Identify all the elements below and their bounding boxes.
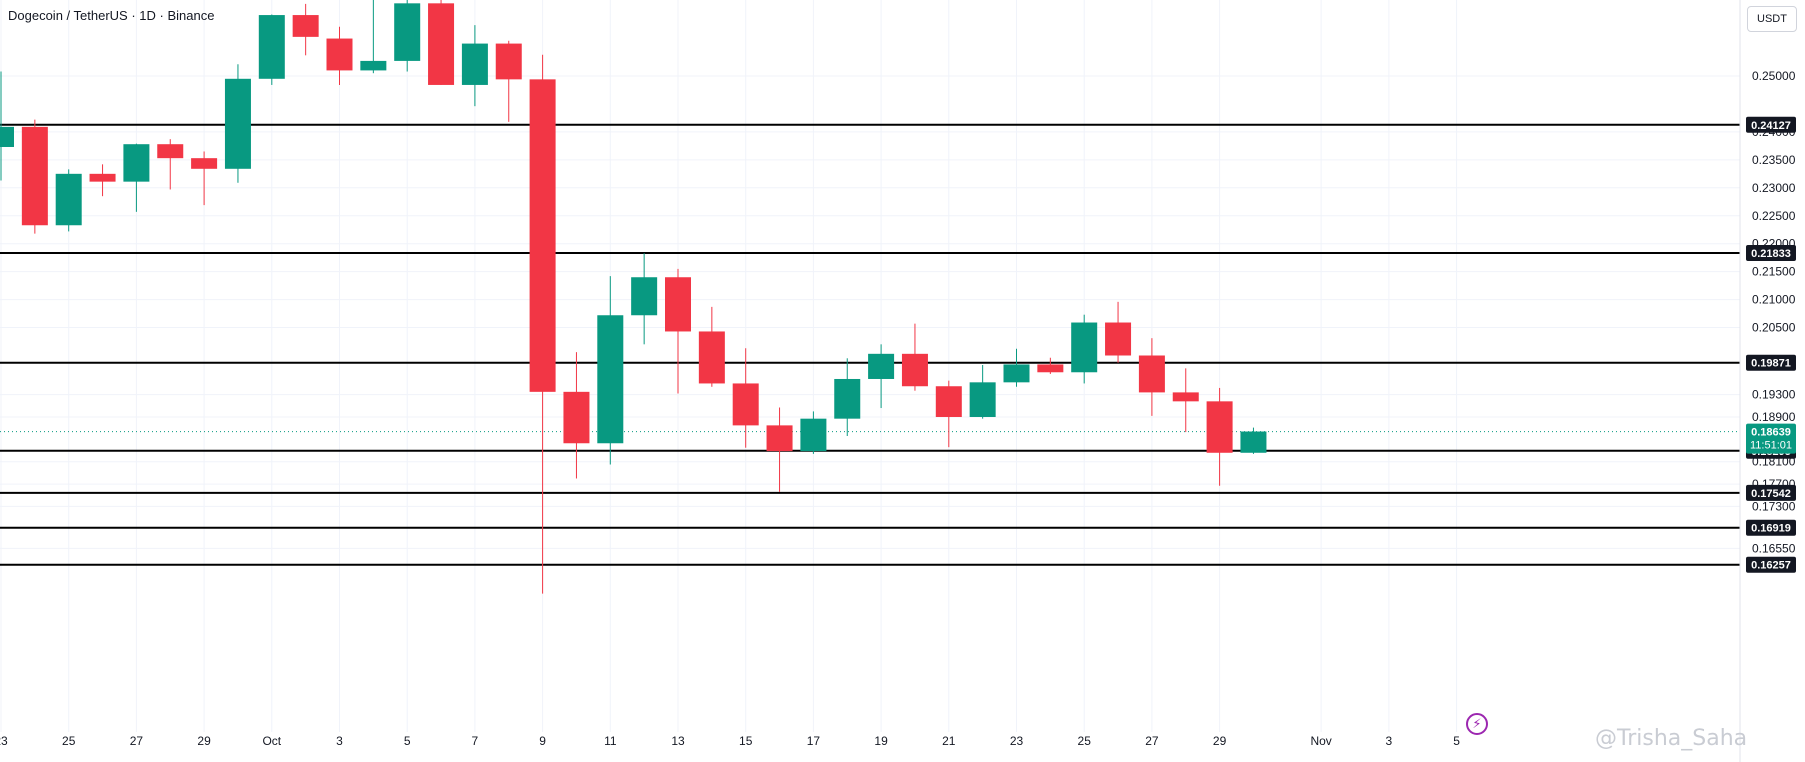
candle-body-down[interactable] [1172,392,1199,402]
level-badge-label: 0.16919 [1751,523,1791,535]
candle-body-down[interactable] [292,15,319,37]
candle-body-down[interactable] [89,173,116,182]
candle-body-up[interactable] [360,60,387,71]
level-badge-label: 0.24127 [1751,120,1791,132]
time-tick-label: 19 [874,734,888,748]
time-tick-label: 25 [62,734,76,748]
level-badge [1746,245,1796,262]
price-tick-label: 0.21500 [1752,265,1796,279]
candle-body-up[interactable] [224,78,251,169]
candle-body-down[interactable] [191,158,218,169]
level-badge-label: 0.21833 [1751,248,1791,260]
time-axis[interactable]: 23 25 27 29 Oct 3 5 7 9 11 13 15 17 19 21 23 25 27 29 Nov 3 5 [0,734,1460,748]
candle-body-up[interactable] [394,3,421,61]
price-axis[interactable]: 0.250000.240000.235000.230000.225000.220… [1739,0,1796,762]
candle-body-up[interactable] [1003,364,1030,383]
candle-body-down[interactable] [665,277,691,332]
candle-body-down[interactable] [1105,322,1132,356]
level-badge-label: 0.19871 [1751,358,1791,370]
price-tick-label: 0.20500 [1752,321,1796,335]
candle-body-down[interactable] [21,126,48,226]
level-badge [1746,484,1796,501]
time-tick-label: 27 [1145,734,1159,748]
candle-body-up[interactable] [461,43,488,85]
time-tick-label: 5 [404,734,411,748]
time-tick-label: 3 [336,734,343,748]
horizontal-levels [0,123,1740,566]
price-tick-label: 0.23500 [1752,153,1796,167]
time-tick-label: Nov [1310,734,1331,748]
price-badges: 0.241270.218330.198710.182950.175420.169… [1746,116,1796,573]
time-tick-label: 15 [739,734,753,748]
watermark: @Trisha_Saha [1595,726,1748,751]
candle-body-up[interactable] [123,144,150,182]
candle-body-down[interactable] [732,383,759,426]
candle-body-up[interactable] [258,15,285,79]
current-price-badge [1746,423,1796,454]
candle-body-up[interactable] [0,126,14,147]
time-tick-label: 3 [1386,734,1393,748]
level-badge [1746,519,1796,536]
chart-title: Dogecoin / TetherUS · 1D · Binance [8,8,215,23]
candle-body-down[interactable] [1138,355,1165,393]
candle-body-down[interactable] [935,386,962,417]
time-tick-label: 21 [942,734,956,748]
time-tick-label: 29 [1213,734,1227,748]
time-tick-label: 7 [472,734,479,748]
lightning-icon[interactable]: ⚡ [1466,713,1488,735]
level-badge-label: 0.17542 [1751,488,1791,500]
price-tick-label: 0.21000 [1752,293,1796,307]
candle-body-down[interactable] [326,38,353,71]
time-tick-label: 25 [1078,734,1092,748]
candle-body-down[interactable] [1037,364,1064,373]
time-tick-label: 11 [604,734,617,748]
time-tick-label: 5 [1453,734,1460,748]
candle-body-up[interactable] [597,315,624,444]
candle-body-up[interactable] [969,382,996,417]
price-tick-label: 0.19300 [1752,388,1796,402]
candle-body-up[interactable] [55,173,82,226]
candle-body-up[interactable] [1071,322,1098,373]
grid [0,0,1740,732]
level-badge [1746,354,1796,371]
candle-body-up[interactable] [834,378,861,419]
candle-body-down[interactable] [901,353,928,387]
candle-body-down[interactable] [428,3,455,85]
candle-body-up[interactable] [1240,431,1267,453]
candle-body-up[interactable] [631,277,658,316]
level-badge [1746,116,1796,133]
candle-body-down[interactable] [157,144,184,159]
price-tick-label: 0.18900 [1752,410,1796,424]
price-tick-label: 0.25000 [1752,69,1796,83]
candle-body-down[interactable] [529,79,556,392]
price-tick-label: 0.22500 [1752,209,1796,223]
time-tick-label: 23 [0,734,8,748]
time-tick-label: 23 [1010,734,1024,748]
time-tick-label: Oct [262,734,281,748]
candle-body-down[interactable] [766,425,793,452]
level-badge [1746,556,1796,573]
time-tick-label: 17 [807,734,821,748]
candle-body-down[interactable] [1206,401,1233,453]
price-tick-label: 0.17300 [1752,499,1796,513]
countdown-label: 11:51:01 [1750,440,1792,452]
price-tick-label: 0.16550 [1752,541,1796,555]
time-tick-label: 29 [197,734,211,748]
candle-body-down[interactable] [698,331,725,384]
candle-body-down[interactable] [495,43,522,80]
candle-body-up[interactable] [868,353,895,379]
level-badge-label: 0.16257 [1751,560,1791,572]
current-price-label: 0.18639 [1751,427,1791,439]
time-tick-label: 27 [130,734,144,748]
candle-body-up[interactable] [800,418,827,452]
price-tick-label: 0.23000 [1752,181,1796,195]
candle-body-down[interactable] [563,391,590,444]
time-tick-label: 9 [539,734,546,748]
currency-button[interactable]: USDT [1747,6,1797,32]
candles[interactable] [0,0,1267,594]
time-tick-label: 13 [671,734,685,748]
